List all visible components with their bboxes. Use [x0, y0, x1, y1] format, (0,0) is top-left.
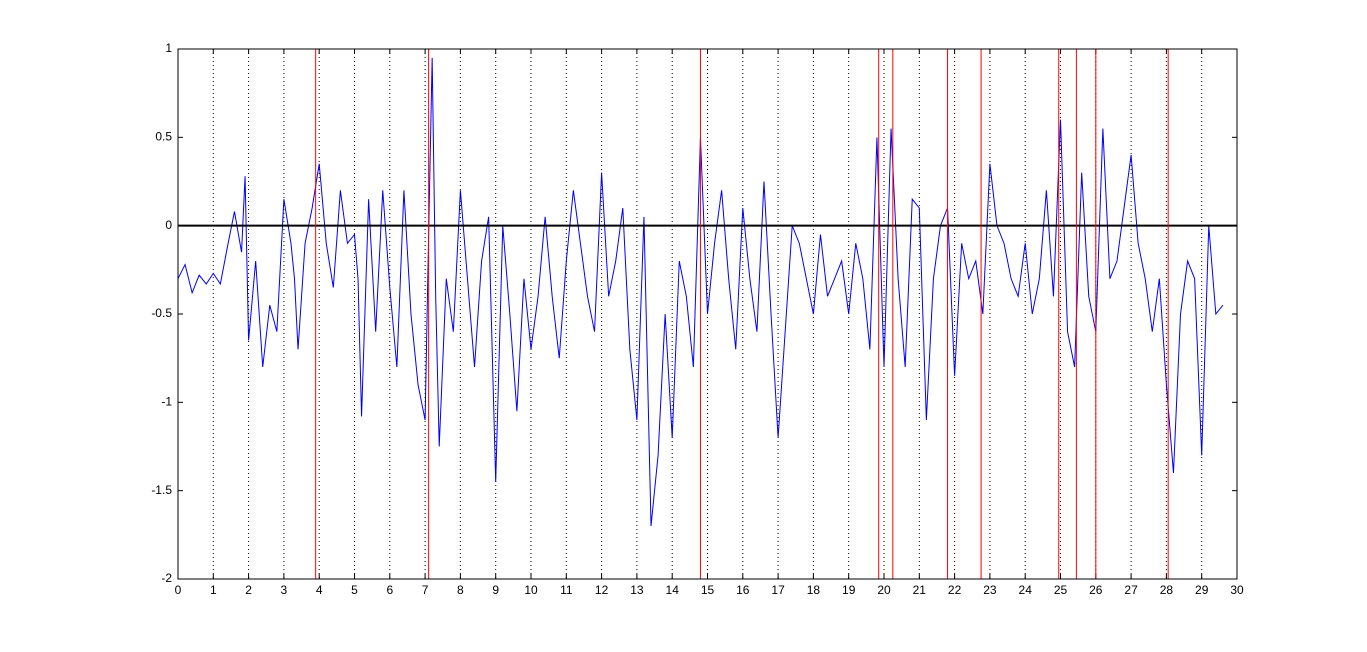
x-tick-label: 17 — [771, 583, 785, 597]
x-tick-label: 11 — [560, 583, 573, 597]
x-tick-label: 4 — [316, 583, 323, 597]
x-tick-label: 6 — [386, 583, 393, 597]
x-tick-label: 13 — [630, 583, 644, 597]
y-tick-label: -1.5 — [151, 483, 172, 497]
y-tick-label: -2 — [161, 571, 172, 585]
x-tick-label: 5 — [351, 583, 358, 597]
x-tick-label: 9 — [492, 583, 499, 597]
y-tick-label: 1 — [165, 41, 172, 55]
x-tick-label: 7 — [422, 583, 429, 597]
x-tick-label: 20 — [877, 583, 891, 597]
x-tick-label: 15 — [701, 583, 715, 597]
y-tick-label: -0.5 — [151, 306, 172, 320]
y-tick-label: -1 — [161, 395, 172, 409]
x-tick-label: 30 — [1230, 583, 1244, 597]
axes-box — [177, 48, 1238, 580]
x-tick-label: 18 — [807, 583, 821, 597]
x-tick-label: 29 — [1195, 583, 1209, 597]
x-tick-label: 25 — [1054, 583, 1068, 597]
x-tick-label: 22 — [948, 583, 962, 597]
x-tick-label: 19 — [842, 583, 856, 597]
x-tick-label: 21 — [913, 583, 927, 597]
x-tick-label: 26 — [1089, 583, 1103, 597]
x-tick-label: 1 — [210, 583, 217, 597]
x-tick-label: 2 — [245, 583, 252, 597]
x-tick-label: 14 — [666, 583, 680, 597]
plot-area: 0 1 2 3 4 5 6 7 8 9 10 11 12 13 14 15 16 17 18 19 20 21 22 23 24… — [151, 41, 1244, 597]
x-tick-label: 23 — [983, 583, 997, 597]
y-tick-label: 0.5 — [155, 130, 172, 144]
x-tick-label: 27 — [1124, 583, 1138, 597]
x-tick-label: 12 — [595, 583, 609, 597]
x-tick-label: 28 — [1160, 583, 1174, 597]
data-line — [177, 57, 1224, 527]
y-tick-label: 0 — [165, 218, 172, 232]
x-tick-label: 24 — [1019, 583, 1033, 597]
x-tick-label: 3 — [281, 583, 288, 597]
x-tick-label: 8 — [457, 583, 464, 597]
x-tick-label: 0 — [175, 583, 182, 597]
x-tick-label: 16 — [736, 583, 750, 597]
x-tick-label: 10 — [524, 583, 538, 597]
